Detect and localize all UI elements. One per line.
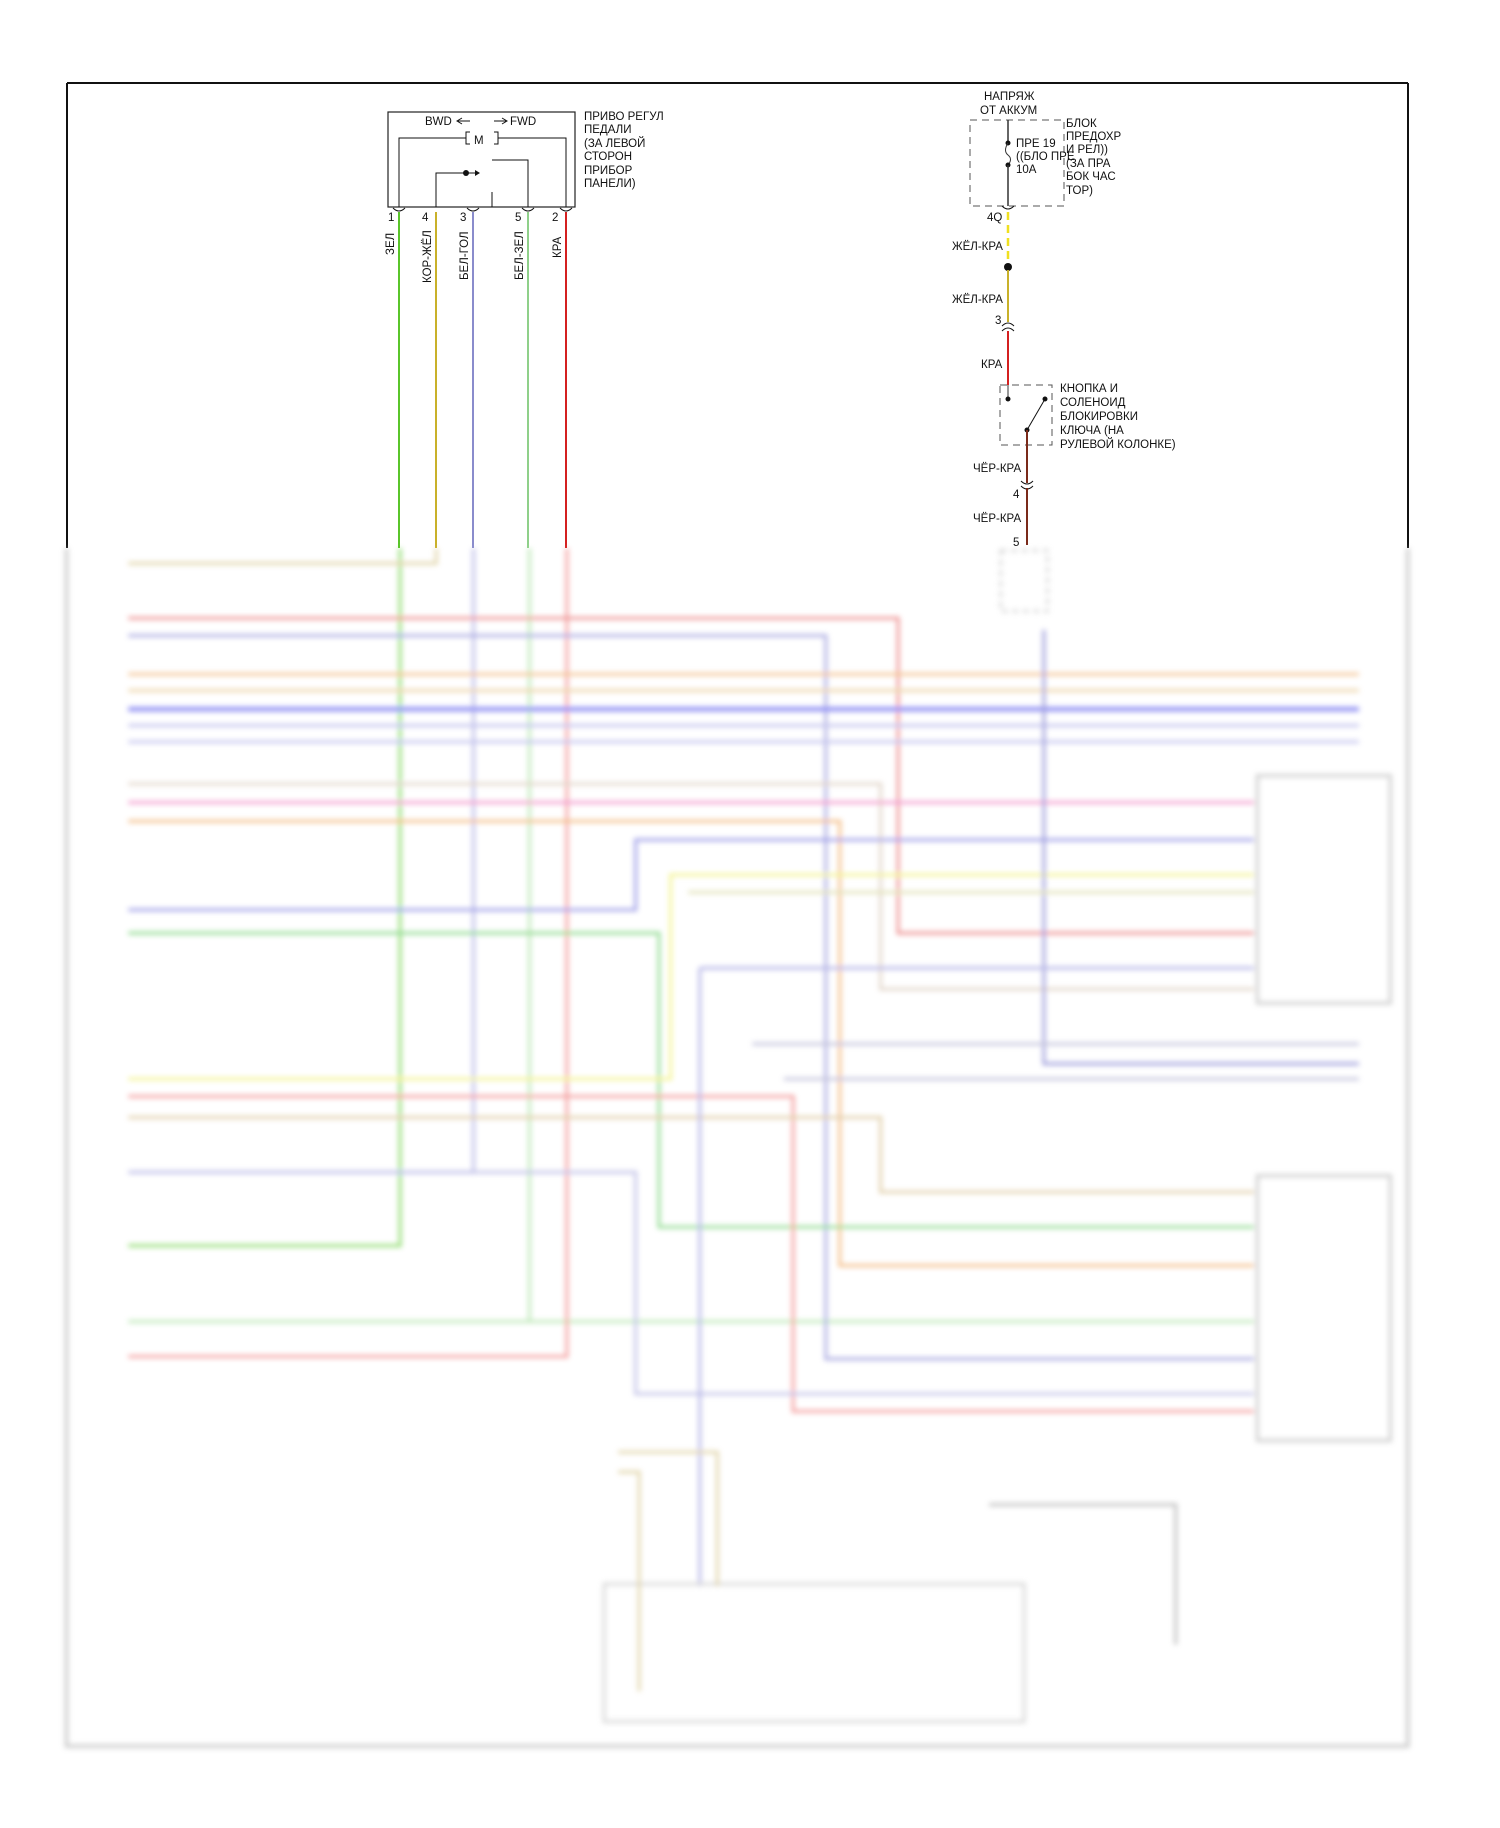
fuse-block-label: БЛОК ПРЕДОХР И РЕЛ)) (ЗА ПРА БОК ЧАС ТОР… <box>1066 118 1121 197</box>
svg-text:БЛОКИРОВКИ: БЛОКИРОВКИ <box>1060 411 1138 423</box>
svg-text:ПРЕДОХР: ПРЕДОХР <box>1066 131 1121 143</box>
svg-text:5: 5 <box>515 212 521 224</box>
svg-text:4Q: 4Q <box>987 212 1002 224</box>
svg-text:10A: 10A <box>1016 164 1037 176</box>
svg-text:РУЛЕВОЙ КОЛОНКЕ): РУЛЕВОЙ КОЛОНКЕ) <box>1060 438 1176 451</box>
svg-text:ПРИБОР: ПРИБОР <box>584 165 633 177</box>
power-feed: НАПРЯЖ ОТ АККУМ ПРЕ 19 ((БЛО ПРЕ 10A БЛО… <box>952 91 1176 549</box>
actuator-label: ПРИВО РЕГУЛ ПЕДАЛИ (ЗА ЛЕВОЙ СТОРОН ПРИБ… <box>584 111 664 190</box>
svg-text:4: 4 <box>422 212 429 224</box>
diagram-frame <box>66 82 1409 548</box>
fuse-block-box <box>969 119 1065 207</box>
fwd-label: FWD <box>510 116 536 128</box>
svg-text:ЧЁР-КРА: ЧЁР-КРА <box>973 513 1021 525</box>
svg-text:2: 2 <box>552 212 558 224</box>
pin-3-wire: 3 БЕЛ-ГОЛ <box>459 207 480 548</box>
svg-text:ЧЁР-КРА: ЧЁР-КРА <box>973 463 1021 475</box>
svg-text:СТОРОН: СТОРОН <box>584 151 632 163</box>
svg-text:КЛЮЧА (НА: КЛЮЧА (НА <box>1060 425 1124 437</box>
svg-text:4: 4 <box>1013 489 1020 501</box>
actuator-wires: 1 ЗЕЛ 4 КОР-ЖЁЛ 3 БЕЛ-ГОЛ 5 БЕЛ-ЗЕЛ 2 КР… <box>385 207 573 548</box>
svg-text:(ЗА ЛЕВОЙ: (ЗА ЛЕВОЙ <box>584 137 645 150</box>
blurred-wiring-section <box>64 548 1410 1748</box>
svg-text:ЖЁЛ-КРА: ЖЁЛ-КРА <box>952 294 1003 306</box>
svg-text:ТОР): ТОР) <box>1066 185 1093 197</box>
svg-text:3: 3 <box>995 315 1001 327</box>
fwd-arrow-icon <box>494 117 508 125</box>
svg-text:КРА: КРА <box>981 359 1003 371</box>
svg-text:ПРИВО РЕГУЛ: ПРИВО РЕГУЛ <box>584 111 664 123</box>
svg-text:И РЕЛ)): И РЕЛ)) <box>1066 144 1108 156</box>
pin-4-wire: 4 КОР-ЖЁЛ <box>422 212 437 548</box>
svg-text:ПАНЕЛИ): ПАНЕЛИ) <box>584 178 636 190</box>
pin-1-wire: 1 ЗЕЛ <box>385 207 406 548</box>
motor-label: M <box>474 135 484 147</box>
svg-text:БЕЛ-ГОЛ: БЕЛ-ГОЛ <box>459 231 471 280</box>
svg-text:КНОПКА И: КНОПКА И <box>1060 383 1118 395</box>
fuse-icon <box>1005 142 1011 166</box>
svg-text:ОТ АККУМ: ОТ АККУМ <box>980 105 1037 117</box>
pin-2-wire: 2 КРА <box>552 207 573 548</box>
svg-text:5: 5 <box>1013 537 1019 549</box>
svg-text:КОР-ЖЁЛ: КОР-ЖЁЛ <box>422 230 434 283</box>
pin-5-wire: 5 БЕЛ-ЗЕЛ <box>514 207 535 548</box>
splice-dot <box>1004 263 1012 271</box>
svg-text:БЛОК: БЛОК <box>1066 118 1097 130</box>
svg-text:3: 3 <box>460 212 466 224</box>
svg-text:КРА: КРА <box>552 236 564 258</box>
bwd-arrow-icon <box>456 117 470 125</box>
svg-text:(ЗА ПРА: (ЗА ПРА <box>1066 158 1111 170</box>
svg-text:((БЛО ПРЕ: ((БЛО ПРЕ <box>1016 151 1075 163</box>
pedal-actuator-component: BWD FWD M ПРИВО РЕГУЛ ПЕДАЛИ (ЗА ЛЕВОЙ С… <box>387 111 664 208</box>
svg-text:БОК ЧАС: БОК ЧАС <box>1066 171 1116 183</box>
svg-text:ЗЕЛ: ЗЕЛ <box>385 233 397 255</box>
svg-text:СОЛЕНОИД: СОЛЕНОИД <box>1060 397 1126 409</box>
svg-text:НАПРЯЖ: НАПРЯЖ <box>984 91 1035 103</box>
svg-text:1: 1 <box>388 212 394 224</box>
motor-icon <box>465 131 499 145</box>
svg-text:ЖЁЛ-КРА: ЖЁЛ-КРА <box>952 241 1003 253</box>
svg-text:ПРЕ 19: ПРЕ 19 <box>1016 138 1056 150</box>
svg-text:ПЕДАЛИ: ПЕДАЛИ <box>584 124 631 136</box>
bwd-label: BWD <box>425 116 452 128</box>
switch-icon <box>1026 398 1046 431</box>
key-lock-switch-label: КНОПКА И СОЛЕНОИД БЛОКИРОВКИ КЛЮЧА (НА Р… <box>1060 383 1176 451</box>
svg-text:БЕЛ-ЗЕЛ: БЕЛ-ЗЕЛ <box>514 231 526 280</box>
